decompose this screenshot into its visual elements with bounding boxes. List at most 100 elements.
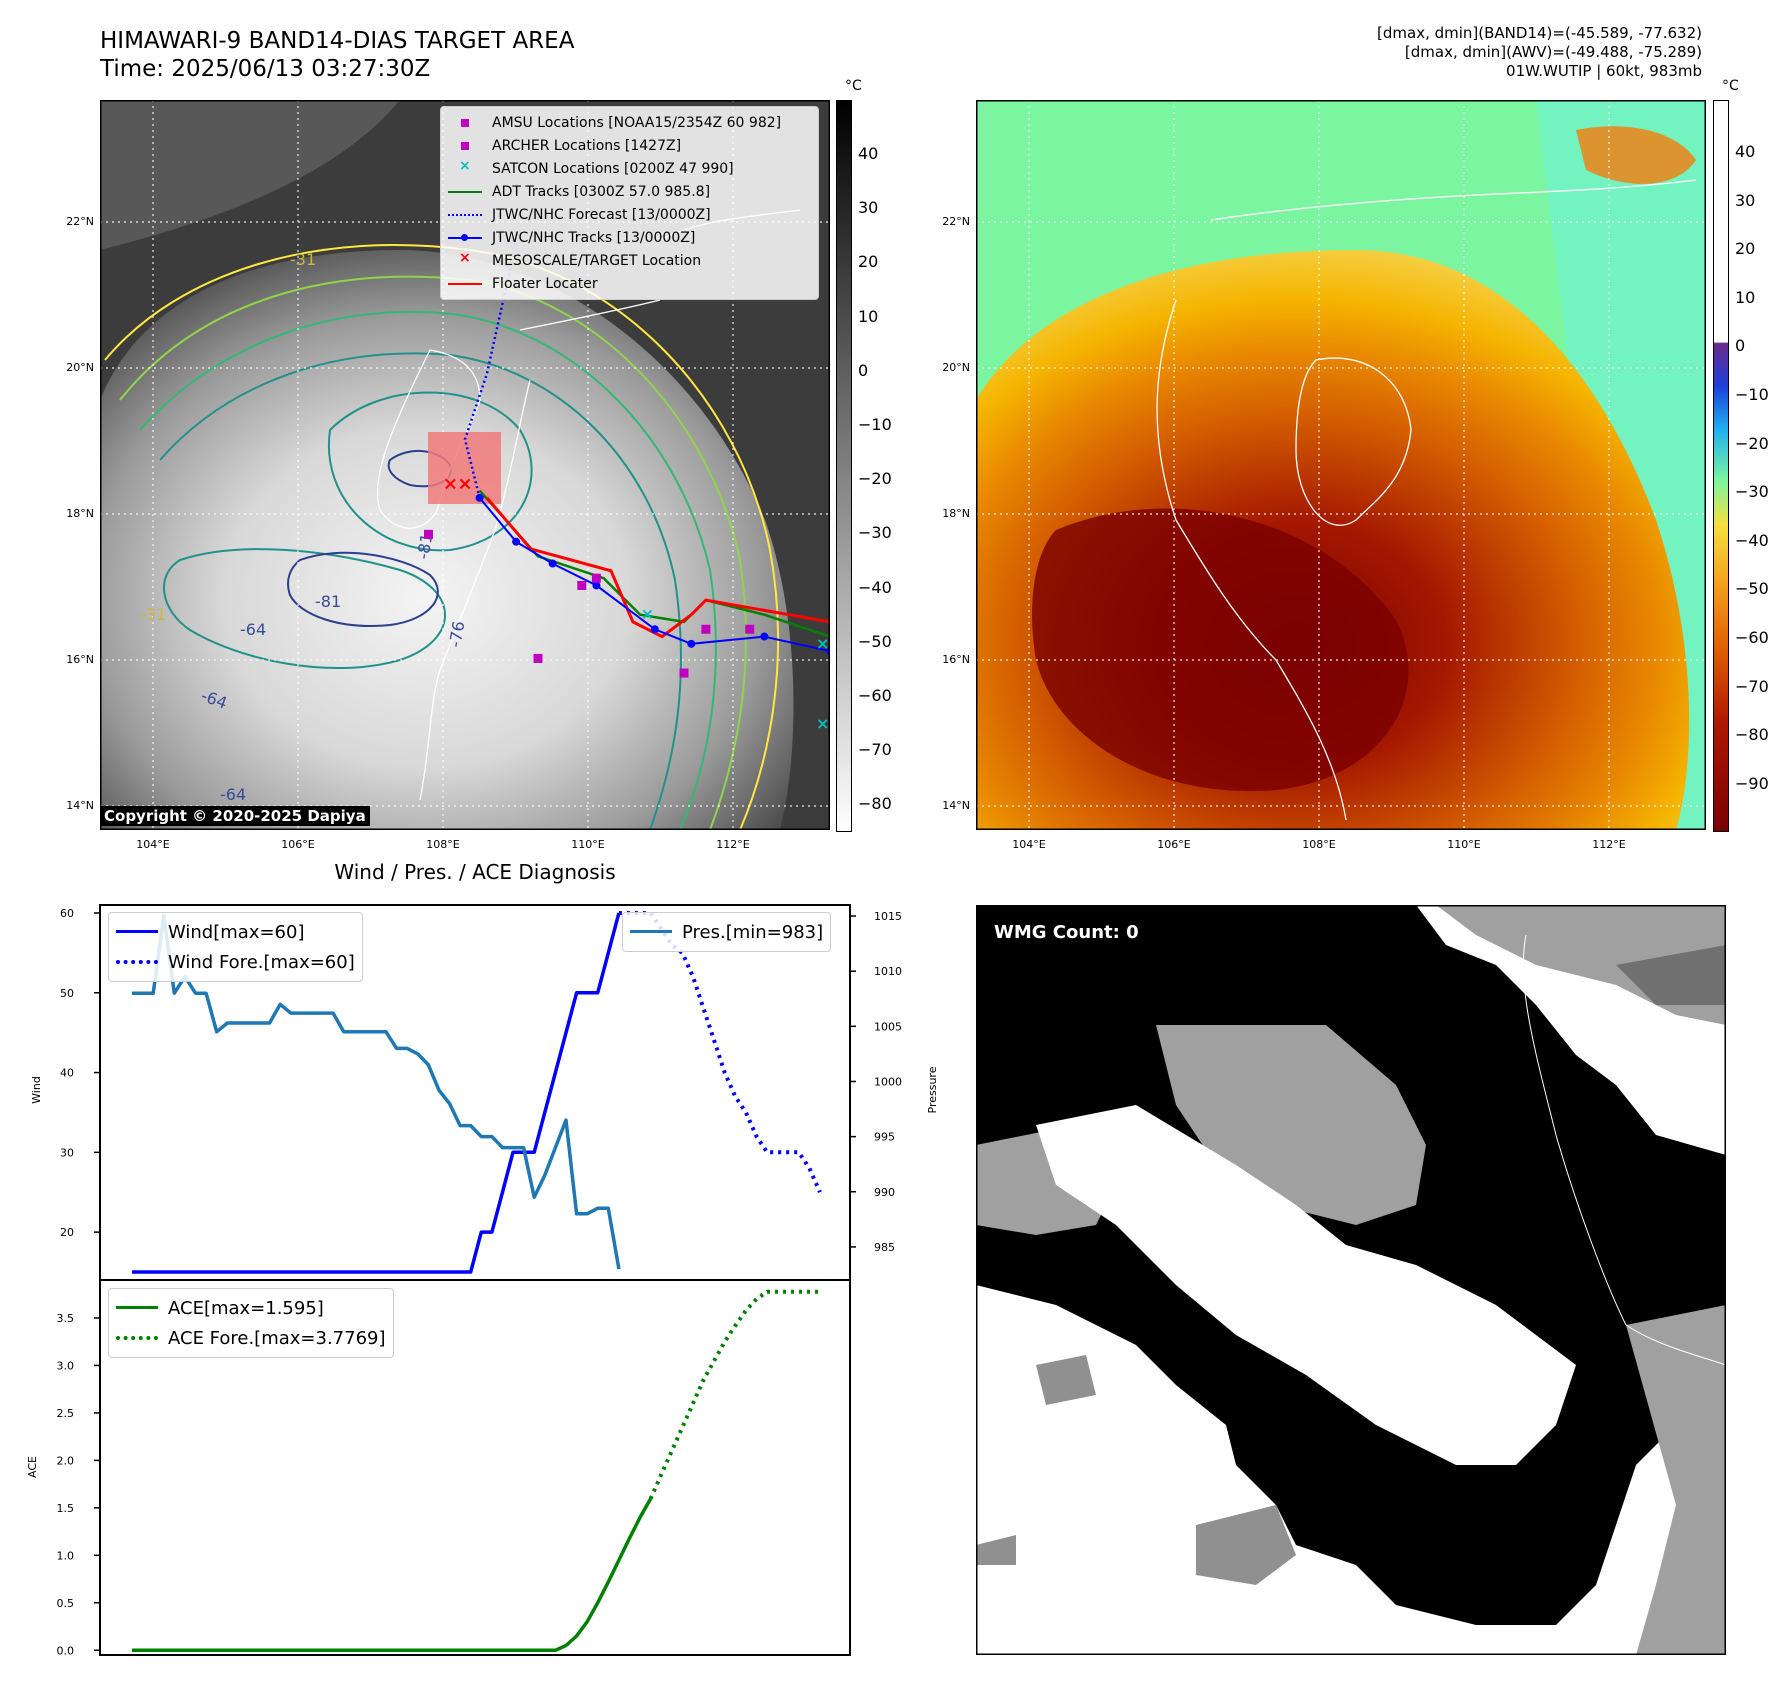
wind-tick-label: 40 xyxy=(60,1067,74,1080)
colorbar-tick: −40 xyxy=(858,577,892,597)
legend-wind: Wind[max=60] xyxy=(116,917,355,947)
amsu-markers xyxy=(424,529,755,678)
chart-title: HIMAWARI-9 BAND14-DIAS TARGET AREA xyxy=(100,28,575,54)
lon-tick: 112°E xyxy=(1592,838,1626,851)
colorbar-left-unit: °C xyxy=(845,78,862,94)
colorbar-tick: 40 xyxy=(858,144,879,163)
ace-tick-label: 2.5 xyxy=(57,1407,75,1420)
legend-ace: ACE[max=1.595] xyxy=(116,1293,386,1323)
legend-floater: Floater Locater xyxy=(448,272,811,295)
lat-tick: 18°N xyxy=(66,507,94,520)
contour-label: -64 xyxy=(240,620,266,639)
map-legend: AMSU Locations [NOAA15/2354Z 60 982] ARC… xyxy=(440,106,819,300)
lon-tick: 106°E xyxy=(281,838,315,851)
wmg-frame xyxy=(976,905,1726,1655)
forecast-track xyxy=(463,242,518,499)
pres-tick-label: 1015 xyxy=(874,910,902,923)
map-frame xyxy=(100,100,830,830)
lat-tick: 20°N xyxy=(942,361,970,374)
colorbar-right-unit: °C xyxy=(1722,78,1739,94)
awv-grid xyxy=(976,100,1706,830)
contour-label: -76 xyxy=(445,620,468,649)
satcon-marker: × xyxy=(816,714,829,733)
info-storm: 01W.WUTIP | 60kt, 983mb xyxy=(1506,62,1702,80)
colorbar-tick: −70 xyxy=(1735,676,1769,696)
colorbar-tick: −80 xyxy=(1735,725,1769,745)
lat-tick: 14°N xyxy=(942,799,970,812)
pres-tick-label: 995 xyxy=(874,1131,895,1144)
colorbar-tick: −10 xyxy=(1735,385,1769,404)
ace-tick-label: 2.0 xyxy=(57,1454,75,1467)
contour-label: -64 xyxy=(220,785,246,804)
amsu-marker xyxy=(591,573,601,583)
cloud-shield xyxy=(100,250,794,830)
lon-tick: 104°E xyxy=(136,838,170,851)
floater-track xyxy=(485,496,830,639)
ace-tick-label: 0.0 xyxy=(57,1644,75,1657)
colorbar-tick: 10 xyxy=(1735,287,1756,307)
pressure-legend: Pres.[min=983] xyxy=(622,912,832,952)
legend-ace-forecast: ACE Fore.[max=3.7769] xyxy=(116,1323,386,1353)
contour-label: -31 xyxy=(140,605,166,624)
lat-tick: 16°N xyxy=(942,653,970,666)
wmg-coastline xyxy=(1625,1324,1726,1366)
colorbar-tick: 30 xyxy=(1735,190,1756,210)
pres-tick-label: 1005 xyxy=(874,1020,902,1033)
awv-core xyxy=(1032,508,1409,792)
satcon-markers: × × × xyxy=(641,605,830,734)
jtwc-point xyxy=(592,581,601,590)
ace-tick-label: 1.5 xyxy=(57,1502,75,1515)
legend-wind-forecast: Wind Fore.[max=60] xyxy=(116,947,355,977)
chart-time: Time: 2025/06/13 03:27:30Z xyxy=(100,56,431,82)
legend-satcon: × SATCON Locations [0200Z 47 990] xyxy=(459,157,734,177)
target-marker: × xyxy=(457,473,472,494)
ace-axis: 3.5 3.0 2.5 2.0 1.5 1.0 0.5 0.0 xyxy=(57,1312,100,1657)
amsu-marker xyxy=(424,529,433,539)
contour-label: -31 xyxy=(290,250,316,269)
diag-series xyxy=(132,911,822,1653)
jtwc-point xyxy=(650,625,659,634)
ace-tick-label: 3.5 xyxy=(57,1312,75,1325)
lon-tick: 108°E xyxy=(426,838,460,851)
ace-tick-label: 1.0 xyxy=(57,1549,75,1562)
satcon-marker: × xyxy=(641,605,654,624)
colorbar-tick: −70 xyxy=(858,740,892,760)
jtwc-point xyxy=(475,493,484,502)
pres-tick-label: 1010 xyxy=(874,965,902,978)
target-markers: × × xyxy=(443,473,473,494)
adt-line xyxy=(478,489,830,638)
wmg-dark-gray-region xyxy=(1616,945,1726,1005)
colorbar-tick: 40 xyxy=(1735,142,1756,161)
wind-legend: Wind[max=60] Wind Fore.[max=60] xyxy=(108,912,363,982)
pressure-axis-label: Pressure xyxy=(926,1066,939,1113)
ace-line xyxy=(132,1497,653,1653)
wind-axis-label: Wind xyxy=(30,1076,43,1104)
lat-tick: 22°N xyxy=(942,215,970,228)
colorbar-tick: −50 xyxy=(1735,579,1769,599)
lat-tick: 18°N xyxy=(942,507,970,520)
ace-tick-label: 3.0 xyxy=(57,1359,75,1372)
colorbar-tick: 30 xyxy=(858,198,879,218)
contour-label: -81 xyxy=(315,592,341,611)
pressure-line xyxy=(132,914,621,1270)
ace-forecast-line xyxy=(648,1289,820,1500)
colorbar-tick: 20 xyxy=(858,252,879,272)
satcon-marker: × xyxy=(816,634,829,653)
colorbar-tick: −90 xyxy=(1735,773,1769,793)
wmg-gray-region xyxy=(1036,1355,1096,1405)
amsu-marker xyxy=(679,668,689,678)
colorbar-tick: −60 xyxy=(1735,628,1769,647)
pres-tick-label: 990 xyxy=(874,1186,895,1199)
legend-archer: ARCHER Locations [1427Z] xyxy=(448,134,811,157)
colorbar-tick: 10 xyxy=(858,306,879,326)
wind-forecast-line xyxy=(618,911,822,1194)
lat-tick: 14°N xyxy=(66,799,94,812)
wmg-white-region xyxy=(1036,1105,1576,1465)
legend-pressure: Pres.[min=983] xyxy=(630,917,823,947)
lon-tick: 112°E xyxy=(716,838,750,851)
colorbar-tick: −40 xyxy=(1735,530,1769,550)
lon-tick: 110°E xyxy=(571,838,605,851)
upper-cloud xyxy=(100,100,400,250)
wind-line xyxy=(132,912,621,1274)
legend-forecast: JTWC/NHC Forecast [13/0000Z] xyxy=(448,203,811,226)
